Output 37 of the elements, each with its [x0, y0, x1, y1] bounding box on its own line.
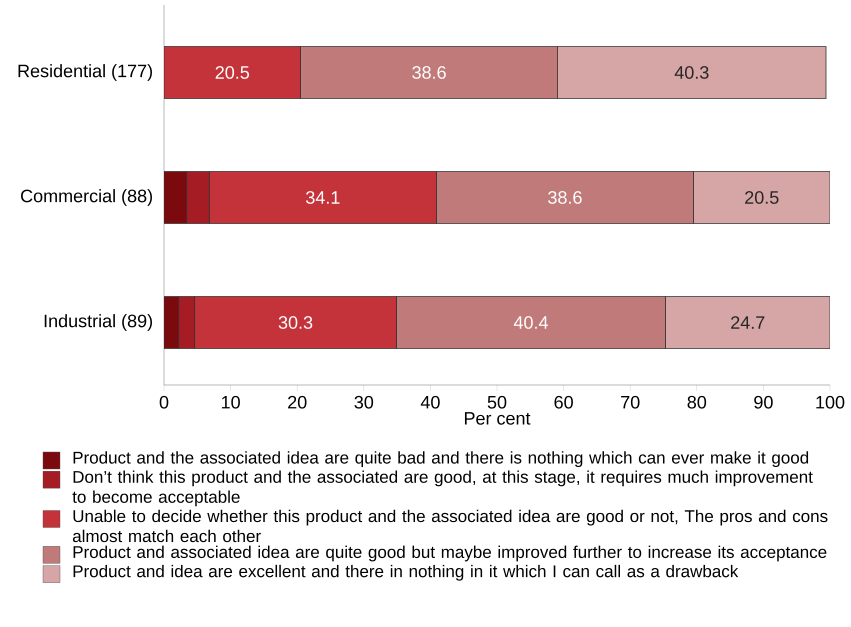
legend-label: Product and associated idea are quite good but maybe improved further to increase its acceptance [74, 546, 826, 562]
bar [208, 171, 437, 224]
data-label: 38.6 [412, 66, 446, 79]
bar [164, 171, 188, 224]
legend-label: Product and the associated idea are quite bad and there is nothing which can ever make it good [74, 451, 808, 468]
x-tick-label: 70 [621, 396, 640, 409]
data-label: 20.5 [745, 191, 778, 204]
x-tick-label: 40 [420, 396, 440, 409]
x-tick-label: 10 [222, 396, 240, 409]
data-label: 40.3 [674, 66, 709, 79]
data-label: 30.3 [278, 316, 312, 329]
y-tick-label: Commercial (88) [21, 189, 152, 206]
x-tick-label: 90 [754, 396, 773, 409]
legend-label: Product and idea are excellent and there in nothing in it which I can call as a drawback [74, 564, 738, 581]
x-tick-label: 100 [816, 396, 844, 409]
x-tick-label: 0 [160, 396, 168, 409]
bar [665, 296, 830, 349]
bar [557, 46, 826, 99]
bar [693, 171, 830, 224]
y-tick-label: Industrial (89) [44, 314, 152, 331]
y-tick-label: Residential (177) [18, 64, 152, 81]
legend-label: Unable to decide whether this product and the associated idea are good or not, The pros and cons almost match each other [72, 510, 828, 542]
data-label: 40.4 [514, 316, 548, 329]
data-label: 38.6 [548, 191, 582, 204]
data-label: 24.7 [731, 316, 764, 329]
x-axis-title: Per cent [464, 412, 530, 425]
bar [194, 296, 397, 349]
x-tick-label: 60 [554, 396, 573, 409]
bar [164, 296, 180, 349]
legend-label: Don’t think this product and the associated are good, at this stage, it requires much improvement to become acceptable [72, 470, 813, 506]
x-tick-label: 20 [288, 396, 307, 409]
data-label: 20.5 [216, 66, 250, 79]
x-tick-label: 80 [688, 396, 706, 409]
data-label: 34.1 [306, 191, 340, 204]
x-tick-label: 50 [488, 396, 506, 409]
bar [164, 46, 301, 99]
x-tick-label: 30 [354, 396, 374, 409]
